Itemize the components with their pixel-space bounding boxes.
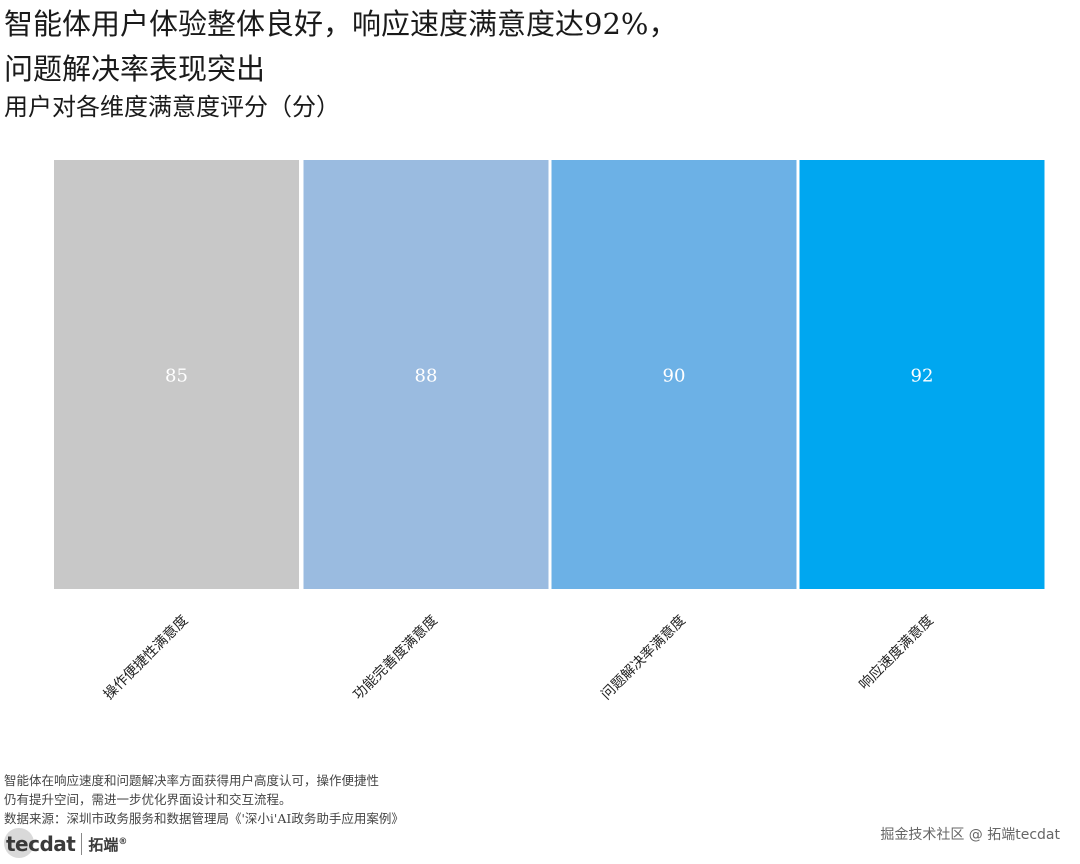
logo-divider xyxy=(81,833,83,855)
registered-mark: ® xyxy=(118,836,128,847)
data-label-2: 88 xyxy=(415,366,438,387)
logo-brand-cn: 拓端® xyxy=(88,834,127,855)
data-label-4: 92 xyxy=(911,366,934,387)
bar-4 xyxy=(799,160,1045,589)
tecdat-logo-icon xyxy=(4,828,34,858)
x-tick-label-3: 问题解决率满意度 xyxy=(598,612,689,703)
tecdat-logo: tecdat 拓端® xyxy=(4,828,127,860)
x-tick-label-4: 响应速度满意度 xyxy=(856,612,937,693)
watermark: 掘金技术社区 @ 拓端tecdat xyxy=(880,827,1060,843)
headline-line-1: 智能体用户体验整体良好，响应速度满意度达92%， xyxy=(4,7,678,41)
data-label-3: 90 xyxy=(663,366,686,387)
bar-chart: 85 操作便捷性满意度 88 功能完善度满意度 90 问题解决率满意度 92 响应速度满意度 xyxy=(54,160,1045,703)
x-tick-label-1: 操作便捷性满意度 xyxy=(100,612,191,703)
bar-1 xyxy=(54,160,299,589)
bar-2 xyxy=(303,160,549,589)
footnotes: 智能体在响应速度和问题解决率方面获得用户高度认可，操作便捷性 仍有提升空间，需进… xyxy=(4,771,404,828)
logo-wordmark: tecdat xyxy=(6,832,76,856)
footnote-source: 数据来源：深圳市政务服务和数据管理局《'深小i'AI政务助手应用案例》 xyxy=(4,811,404,826)
data-label-1: 85 xyxy=(165,366,188,387)
chart-headline: 智能体用户体验整体良好，响应速度满意度达92%， 问题解决率表现突出 xyxy=(4,2,904,92)
chart-subtitle: 用户对各维度满意度评分（分） xyxy=(4,93,340,121)
bar-3 xyxy=(551,160,797,589)
footnote-line-2: 仍有提升空间，需进一步优化界面设计和交互流程。 xyxy=(4,792,292,807)
x-tick-label-2: 功能完善度满意度 xyxy=(350,612,441,703)
headline-line-2: 问题解决率表现突出 xyxy=(4,52,266,86)
logo-brand-cn-text: 拓端 xyxy=(88,835,119,854)
footnote-line-1: 智能体在响应速度和问题解决率方面获得用户高度认可，操作便捷性 xyxy=(4,773,380,788)
